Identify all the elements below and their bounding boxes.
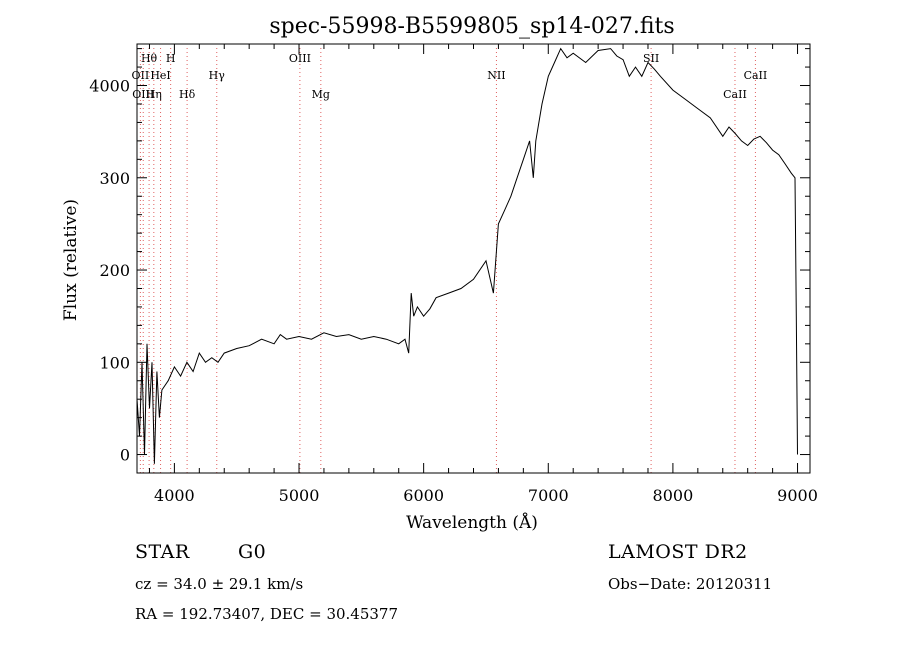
y-tick-label: 4000	[89, 77, 130, 96]
y-axis-label: Flux (relative)	[61, 199, 81, 321]
spectral-line-label: Hθ	[141, 52, 158, 65]
y-axis: 0 100 200 300 4000	[89, 48, 810, 465]
spectral-line-label: Hγ	[209, 69, 226, 82]
spectral-line-label: Hη	[146, 88, 162, 101]
x-tick-label: 5000	[279, 486, 320, 505]
spectral-line-label: Hδ	[179, 88, 196, 101]
y-tick-label: 300	[99, 169, 130, 188]
observation-date: Obs−Date: 20120311	[608, 575, 773, 593]
x-tick-label: 6000	[403, 486, 444, 505]
survey-name: LAMOST DR2	[608, 541, 748, 563]
spectral-line-label: OII	[132, 69, 150, 82]
x-tick-label: 7000	[528, 486, 569, 505]
y-tick-label: 100	[99, 353, 130, 372]
x-tick-label: 8000	[653, 486, 694, 505]
x-axis-label: Wavelength (Å)	[406, 512, 538, 533]
spectral-line-label: OIII	[289, 52, 311, 65]
spectral-line-label: OIII	[132, 88, 154, 101]
plot-frame	[136, 43, 811, 474]
object-subclass: G0	[238, 541, 267, 563]
redshift-cz: cz = 34.0 ± 29.1 km/s	[135, 575, 304, 593]
x-tick-label: 4000	[154, 486, 195, 505]
spectral-line-label: Mg	[312, 88, 330, 101]
y-tick-label: 200	[99, 261, 130, 280]
spectrum-series-line	[136, 47, 798, 464]
spectral-line-label: SII	[643, 52, 659, 65]
spectral-line-label: H	[166, 52, 176, 65]
spectral-line-label: HeI	[150, 69, 170, 82]
x-tick-label: 9000	[777, 486, 818, 505]
y-tick-label: 0	[120, 446, 130, 465]
object-class: STAR	[135, 541, 190, 563]
spectral-line-label: NII	[487, 69, 505, 82]
ra-dec-coordinates: RA = 192.73407, DEC = 30.45377	[135, 605, 399, 623]
chart-title: spec-55998-B5599805_sp14-027.fits	[269, 14, 674, 39]
spectral-line-label: CaII	[744, 69, 768, 82]
spectral-line-label: CaII	[723, 88, 747, 101]
x-axis: 4000 5000 6000 7000 8000 9000	[148, 44, 818, 505]
